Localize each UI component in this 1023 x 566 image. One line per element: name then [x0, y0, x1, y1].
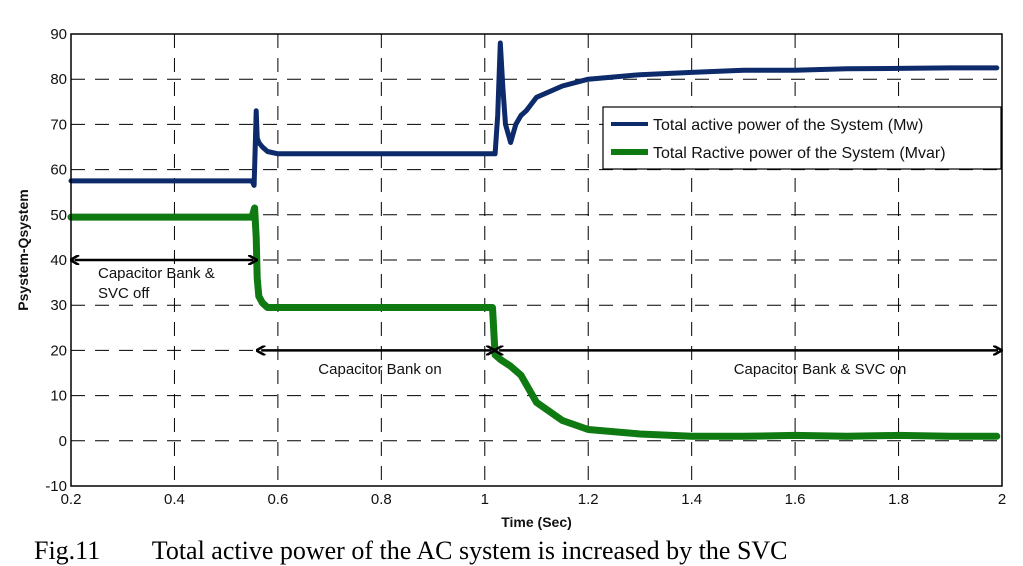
annotation-text: Capacitor Bank & — [98, 265, 215, 282]
x-tick-label: 0.4 — [164, 491, 185, 508]
x-tick-label: 1.8 — [888, 491, 909, 508]
grid-lines — [71, 34, 1002, 486]
x-axis-title: Time (Sec) — [501, 514, 572, 530]
y-tick-label: 50 — [50, 207, 67, 224]
data-series — [67, 40, 1001, 440]
y-tick-label: 40 — [50, 252, 67, 269]
legend-label: Total Ractive power of the System (Mvar) — [653, 145, 946, 162]
figure-caption: Fig.11 Total active power of the AC syst… — [34, 536, 788, 565]
y-tick-label: 10 — [50, 388, 67, 405]
legend-label: Total active power of the System (Mw) — [653, 117, 923, 134]
x-tick-label: 1.4 — [681, 491, 702, 508]
legend-box — [602, 106, 1002, 170]
x-tick-label: 0.8 — [371, 491, 392, 508]
y-tick-label: 70 — [50, 116, 67, 133]
axis-ticks: 0.2 0.4 0.6 0.8 1 1.2 1.4 1.6 1.8 2 -10 0 10 20 30 40 50… — [45, 26, 1006, 508]
annotations: Capacitor Bank & SVC off Capacitor Bank on… — [75, 260, 998, 378]
x-tick-label: 0.2 — [61, 491, 82, 508]
y-tick-label: 60 — [50, 162, 67, 179]
x-tick-label: 0.6 — [267, 491, 288, 508]
y-tick-label: 30 — [50, 297, 67, 314]
series-line-1 — [67, 204, 1001, 440]
x-tick-label: 1.2 — [578, 491, 599, 508]
x-tick-label: 1 — [481, 491, 489, 508]
series-line-0 — [68, 40, 1000, 188]
annotation-text: Capacitor Bank & SVC on — [734, 361, 907, 378]
line-chart: 0.2 0.4 0.6 0.8 1 1.2 1.4 1.6 1.8 2 -10 0 10 20 30 40 50… — [15, 26, 1006, 530]
y-axis-title: Psystem-Qsystem — [15, 189, 31, 310]
annotation-text: Capacitor Bank on — [318, 361, 441, 378]
x-tick-label: 2 — [998, 491, 1006, 508]
y-tick-label: 0 — [59, 433, 67, 450]
y-tick-label: 90 — [50, 26, 67, 43]
y-tick-label: 20 — [50, 342, 67, 359]
legend: Total active power of the System (Mw) Tot… — [602, 106, 1002, 170]
y-tick-label: -10 — [45, 478, 67, 495]
y-tick-label: 80 — [50, 71, 67, 88]
x-tick-label: 1.6 — [785, 491, 806, 508]
annotation-text: SVC off — [98, 285, 150, 302]
